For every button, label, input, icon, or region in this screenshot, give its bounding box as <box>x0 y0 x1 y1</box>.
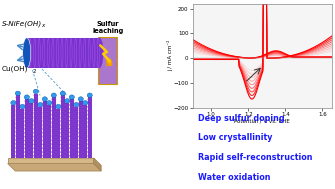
Polygon shape <box>38 107 43 158</box>
Polygon shape <box>20 109 24 158</box>
Ellipse shape <box>83 101 88 105</box>
Text: x: x <box>41 23 44 28</box>
Y-axis label: j / mA cm⁻²: j / mA cm⁻² <box>168 40 173 71</box>
Ellipse shape <box>38 102 43 107</box>
Ellipse shape <box>78 97 83 101</box>
Polygon shape <box>74 107 78 158</box>
Ellipse shape <box>60 91 65 96</box>
Polygon shape <box>27 38 99 68</box>
Polygon shape <box>65 103 69 158</box>
Polygon shape <box>88 97 92 158</box>
Ellipse shape <box>87 93 92 98</box>
Text: Deep sulfur doping: Deep sulfur doping <box>198 114 285 123</box>
Ellipse shape <box>74 102 79 107</box>
Polygon shape <box>25 99 29 158</box>
X-axis label: Potential / V vs. RHE: Potential / V vs. RHE <box>234 118 290 123</box>
Polygon shape <box>43 101 47 158</box>
Ellipse shape <box>69 95 74 99</box>
Text: Water oxidation: Water oxidation <box>198 173 271 182</box>
Ellipse shape <box>20 104 25 109</box>
Polygon shape <box>11 105 15 158</box>
Polygon shape <box>70 99 74 158</box>
Polygon shape <box>107 58 112 65</box>
Polygon shape <box>79 101 83 158</box>
Text: S-NiFe(OH): S-NiFe(OH) <box>2 21 42 27</box>
Ellipse shape <box>65 99 70 103</box>
Ellipse shape <box>56 104 61 109</box>
FancyBboxPatch shape <box>98 37 118 84</box>
Text: Cu(OH): Cu(OH) <box>2 66 28 72</box>
Polygon shape <box>93 158 101 171</box>
Ellipse shape <box>33 89 39 94</box>
Text: Sulfur
leaching: Sulfur leaching <box>92 21 124 34</box>
Text: 2: 2 <box>33 69 36 74</box>
Text: Rapid self-reconstruction: Rapid self-reconstruction <box>198 153 313 162</box>
Polygon shape <box>8 163 101 171</box>
Ellipse shape <box>11 101 16 105</box>
Polygon shape <box>29 103 34 158</box>
Polygon shape <box>52 97 56 158</box>
Ellipse shape <box>29 99 34 103</box>
Polygon shape <box>56 109 60 158</box>
Ellipse shape <box>51 93 56 98</box>
Polygon shape <box>8 158 93 163</box>
Ellipse shape <box>47 101 52 105</box>
Ellipse shape <box>42 97 47 101</box>
Polygon shape <box>83 105 87 158</box>
Polygon shape <box>34 94 38 158</box>
Ellipse shape <box>23 38 31 68</box>
Ellipse shape <box>24 95 29 99</box>
Text: Low crystallinity: Low crystallinity <box>198 133 273 143</box>
Polygon shape <box>16 95 20 158</box>
Ellipse shape <box>95 38 103 68</box>
Polygon shape <box>61 95 65 158</box>
Ellipse shape <box>15 91 20 96</box>
Polygon shape <box>47 105 51 158</box>
